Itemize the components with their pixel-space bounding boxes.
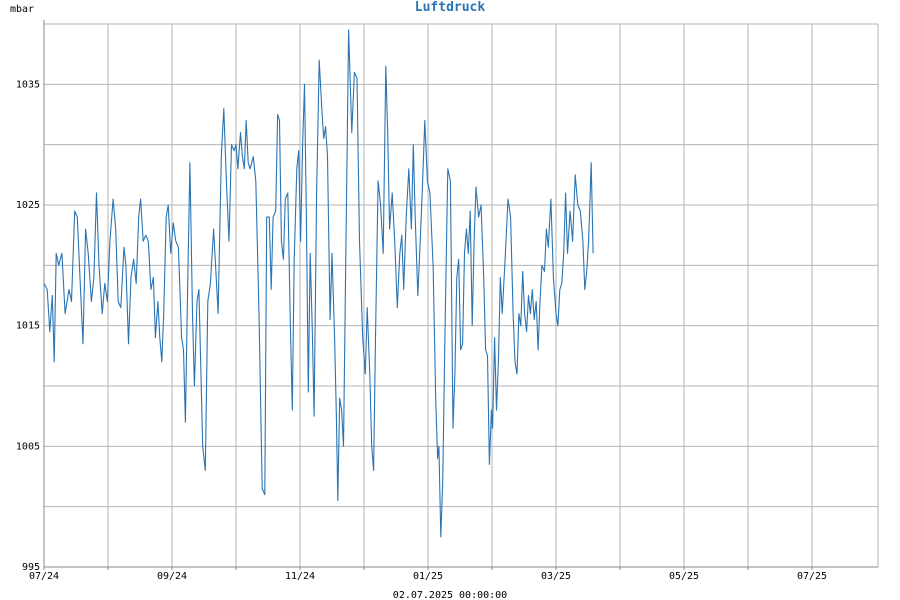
x-tick-label: 09/24 (157, 571, 187, 582)
timestamp-footer: 02.07.2025 00:00:00 (393, 590, 507, 600)
x-tick-label: 07/25 (797, 571, 827, 582)
y-tick-label: 1035 (16, 79, 40, 90)
x-tick-label: 03/25 (541, 571, 571, 582)
axes (43, 20, 878, 570)
y-tick-label: 1015 (16, 321, 40, 332)
x-tick-label: 01/25 (413, 571, 443, 582)
x-tick-label: 07/24 (29, 571, 59, 582)
x-tick-labels: 07/24 09/24 11/24 01/25 03/25 05/25 07/25 (29, 571, 827, 582)
y-axis-unit-label: mbar (10, 4, 34, 15)
y-tick-labels: 995 1005 1015 1025 1035 (16, 79, 40, 573)
grid-lines (43, 23, 879, 568)
y-tick-label: 1005 (16, 441, 40, 452)
pressure-series-line (43, 29, 594, 538)
chart-title: Luftdruck (415, 0, 486, 15)
y-tick-label: 995 (22, 562, 40, 573)
y-tick-label: 1025 (16, 200, 40, 211)
series-layer (43, 29, 594, 538)
x-tick-label: 05/25 (669, 571, 699, 582)
x-tick-label: 11/24 (285, 571, 315, 582)
